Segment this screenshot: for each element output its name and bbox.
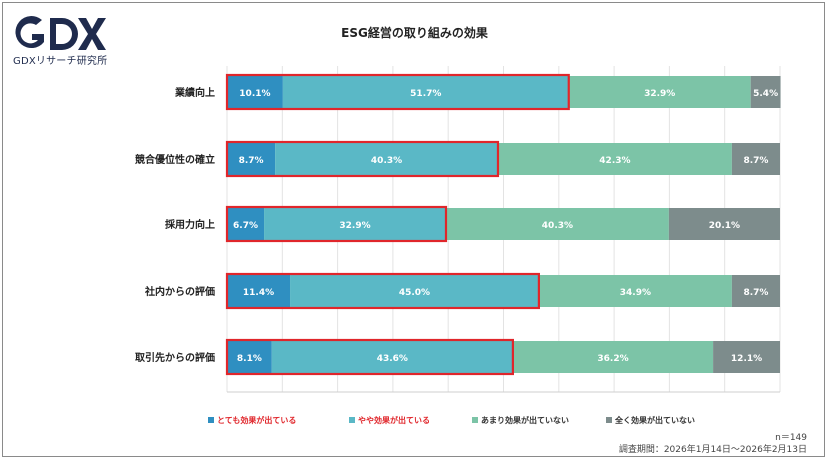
bar-segment [227,208,265,240]
bar-segment [445,208,669,240]
data-label: 34.9% [620,288,651,298]
data-label: 10.1% [239,89,270,99]
legend-swatch [472,417,478,423]
bar-segment [750,76,781,108]
data-label: 40.3% [542,221,573,231]
category-label: 社内からの評価 [144,285,215,298]
data-label: 5.4% [753,89,778,99]
highlight-box [225,272,540,310]
category-label: 採用力向上 [165,218,215,231]
logo-subtitle: GDXリサーチ研究所 [13,56,108,67]
data-label: 51.7% [410,89,441,99]
highlight-box [225,205,448,243]
bar-segment [568,76,751,108]
gdx-logo [15,16,106,50]
bar-segment [264,208,446,240]
data-label: 8.7% [239,156,264,166]
bar-segment [731,143,780,175]
data-label: 8.1% [237,354,262,364]
legend-swatch [606,417,612,423]
highlight-box [225,338,515,376]
data-label: 36.2% [597,354,628,364]
bar-segment [227,275,291,307]
bar-segment [290,275,539,307]
data-label: 40.3% [371,156,402,166]
data-label: 45.0% [399,288,430,298]
category-label: 業績向上 [174,86,215,99]
legend-item: とても効果が出ている [208,415,296,426]
data-label: 42.3% [599,156,630,166]
bar-segment [275,143,498,175]
bar-segment [731,275,780,307]
bar-segment [713,341,780,373]
legend-label: あまり効果が出ていない [481,416,569,425]
data-label: 32.9% [644,89,675,99]
data-label: 43.6% [377,354,408,364]
bar-segment [497,143,732,175]
data-label: 12.1% [731,354,762,364]
bar-segment [227,76,283,108]
legend-item: 全く効果が出ていない [606,415,695,426]
bar-segment [668,208,780,240]
highlight-box [225,140,500,178]
data-label: 11.4% [243,288,274,298]
survey-period-note: 調査期間：2026年1月14日～2026年2月13日 [618,445,807,455]
legend-item: やや効果が出ている [349,415,430,426]
bar-segment [538,275,732,307]
data-label: 6.7% [233,221,258,231]
bar-segment [227,341,272,373]
category-label: 競合優位性の確立 [135,153,215,166]
legend-label: やや効果が出ている [358,416,430,425]
data-label: 20.1% [709,221,740,231]
legend-swatch [349,417,355,423]
legend-swatch [208,417,214,423]
category-label: 取引先からの評価 [135,351,215,364]
bar-segment [512,341,714,373]
highlight-box [225,73,570,111]
data-label: 32.9% [339,221,370,231]
data-label: 8.7% [743,156,768,166]
legend-label: とても効果が出ている [217,416,297,425]
bar-segment [282,76,569,108]
bar-segment [227,143,276,175]
legend-label: 全く効果が出ていない [615,416,695,425]
bar-segment [271,341,513,373]
sample-size-note: n＝149 [775,433,807,443]
data-label: 8.7% [743,288,768,298]
legend-item: あまり効果が出ていない [472,415,569,426]
chart-title: ESG経営の取り組みの効果 [341,26,488,40]
